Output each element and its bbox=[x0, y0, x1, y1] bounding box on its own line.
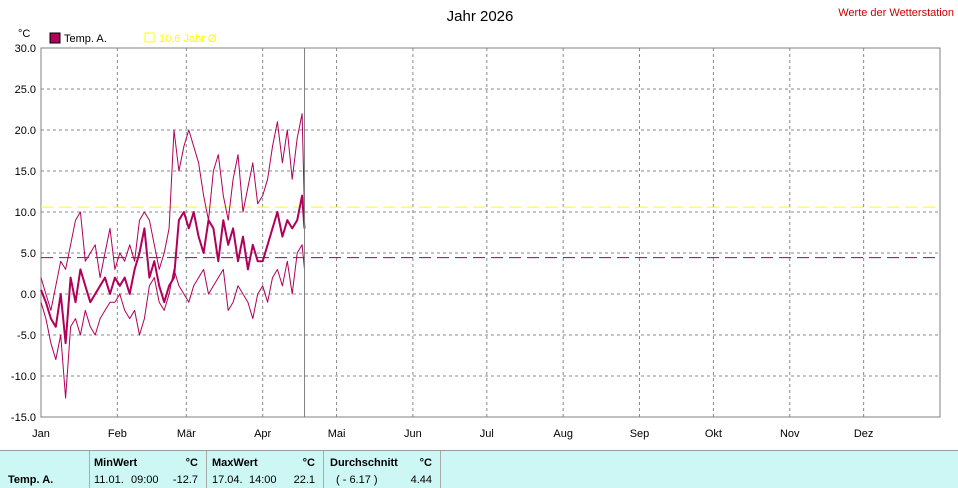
y-tick-label: 0.0 bbox=[21, 289, 36, 301]
x-tick-label: Okt bbox=[705, 428, 722, 440]
x-tick-label: Jun bbox=[404, 428, 422, 440]
station-link[interactable]: Werte der Wetterstation bbox=[838, 7, 954, 19]
chart-title: Jahr 2026 bbox=[447, 8, 514, 25]
min-unit: °C bbox=[185, 457, 198, 469]
stats-panel: Temp. A. MinWert °C 11.01. 09:00 -12.7 M… bbox=[0, 450, 958, 488]
legend-ref-swatch bbox=[144, 32, 155, 43]
max-date: 17.04. bbox=[212, 474, 243, 486]
reference-lines bbox=[41, 206, 940, 259]
stats-avg-cell: Durchschnitt °C ( - 6.17 ) 4.44 bbox=[324, 451, 441, 488]
min-header: MinWert bbox=[94, 457, 138, 469]
y-tick-labels: 30.0 25.0 20.0 15.0 10.0 5.0 0.0 -5.0 -10.0 -15.0 bbox=[11, 43, 36, 424]
legend-ref-label: 10.6 Jahr Ø bbox=[159, 33, 217, 45]
max-time: 14:00 bbox=[249, 474, 277, 486]
plot-area bbox=[40, 47, 941, 418]
x-tick-label: Feb bbox=[108, 428, 127, 440]
x-tick-label: Jul bbox=[480, 428, 494, 440]
y-tick-label: 10.0 bbox=[15, 207, 36, 219]
y-tick-label: 25.0 bbox=[15, 84, 36, 96]
avg-header: Durchschnitt bbox=[330, 457, 398, 469]
series-line-min bbox=[40, 244, 305, 399]
x-tick-label: Nov bbox=[780, 428, 800, 440]
y-axis-unit: °C bbox=[18, 28, 30, 40]
avg-value: 4.44 bbox=[410, 474, 432, 486]
stats-min-cell: MinWert °C 11.01. 09:00 -12.7 bbox=[90, 451, 207, 488]
min-date: 11.01. bbox=[94, 474, 124, 486]
y-tick-label: -10.0 bbox=[11, 371, 36, 383]
x-tick-labels: Jan Feb Mär Apr Mai Jun Jul Aug Sep Okt Nov Dez bbox=[32, 428, 873, 440]
y-tick-label: 30.0 bbox=[15, 43, 36, 55]
x-tick-label: Apr bbox=[254, 428, 271, 440]
y-tick-label: 20.0 bbox=[15, 125, 36, 137]
x-tick-label: Mär bbox=[177, 428, 196, 440]
x-tick-label: Sep bbox=[630, 428, 650, 440]
series-line-max bbox=[40, 113, 305, 311]
series-lines bbox=[40, 113, 306, 399]
min-time: 09:00 bbox=[131, 474, 159, 486]
max-header: MaxWert bbox=[212, 457, 258, 469]
y-tick-label: 5.0 bbox=[21, 248, 36, 260]
y-tick-label: -5.0 bbox=[17, 330, 36, 342]
stats-row-label: Temp. A. bbox=[8, 474, 54, 486]
y-tick-label: -15.0 bbox=[11, 412, 36, 424]
x-tick-label: Mai bbox=[328, 428, 346, 440]
max-value: 22.1 bbox=[293, 474, 315, 486]
stats-max-cell: MaxWert °C 17.04. 14:00 22.1 bbox=[207, 451, 324, 488]
legend-series-swatch bbox=[49, 32, 61, 44]
stats-label-cell: Temp. A. bbox=[0, 451, 90, 488]
legend-series-label: Temp. A. bbox=[64, 33, 107, 45]
max-unit: °C bbox=[302, 457, 315, 469]
y-tick-label: 15.0 bbox=[15, 166, 36, 178]
temperature-chart: Jahr 2026 Werte der Wetterstation °C Tem… bbox=[11, 7, 954, 440]
x-tick-label: Dez bbox=[854, 428, 874, 440]
x-tick-label: Jan bbox=[32, 428, 50, 440]
x-tick-label: Aug bbox=[553, 428, 573, 440]
avg-unit: °C bbox=[419, 457, 432, 469]
grid bbox=[41, 48, 940, 417]
min-value: -12.7 bbox=[172, 474, 198, 486]
avg-deviation: ( - 6.17 ) bbox=[336, 474, 378, 486]
legend: Temp. A. 10.6 Jahr Ø bbox=[49, 32, 217, 45]
